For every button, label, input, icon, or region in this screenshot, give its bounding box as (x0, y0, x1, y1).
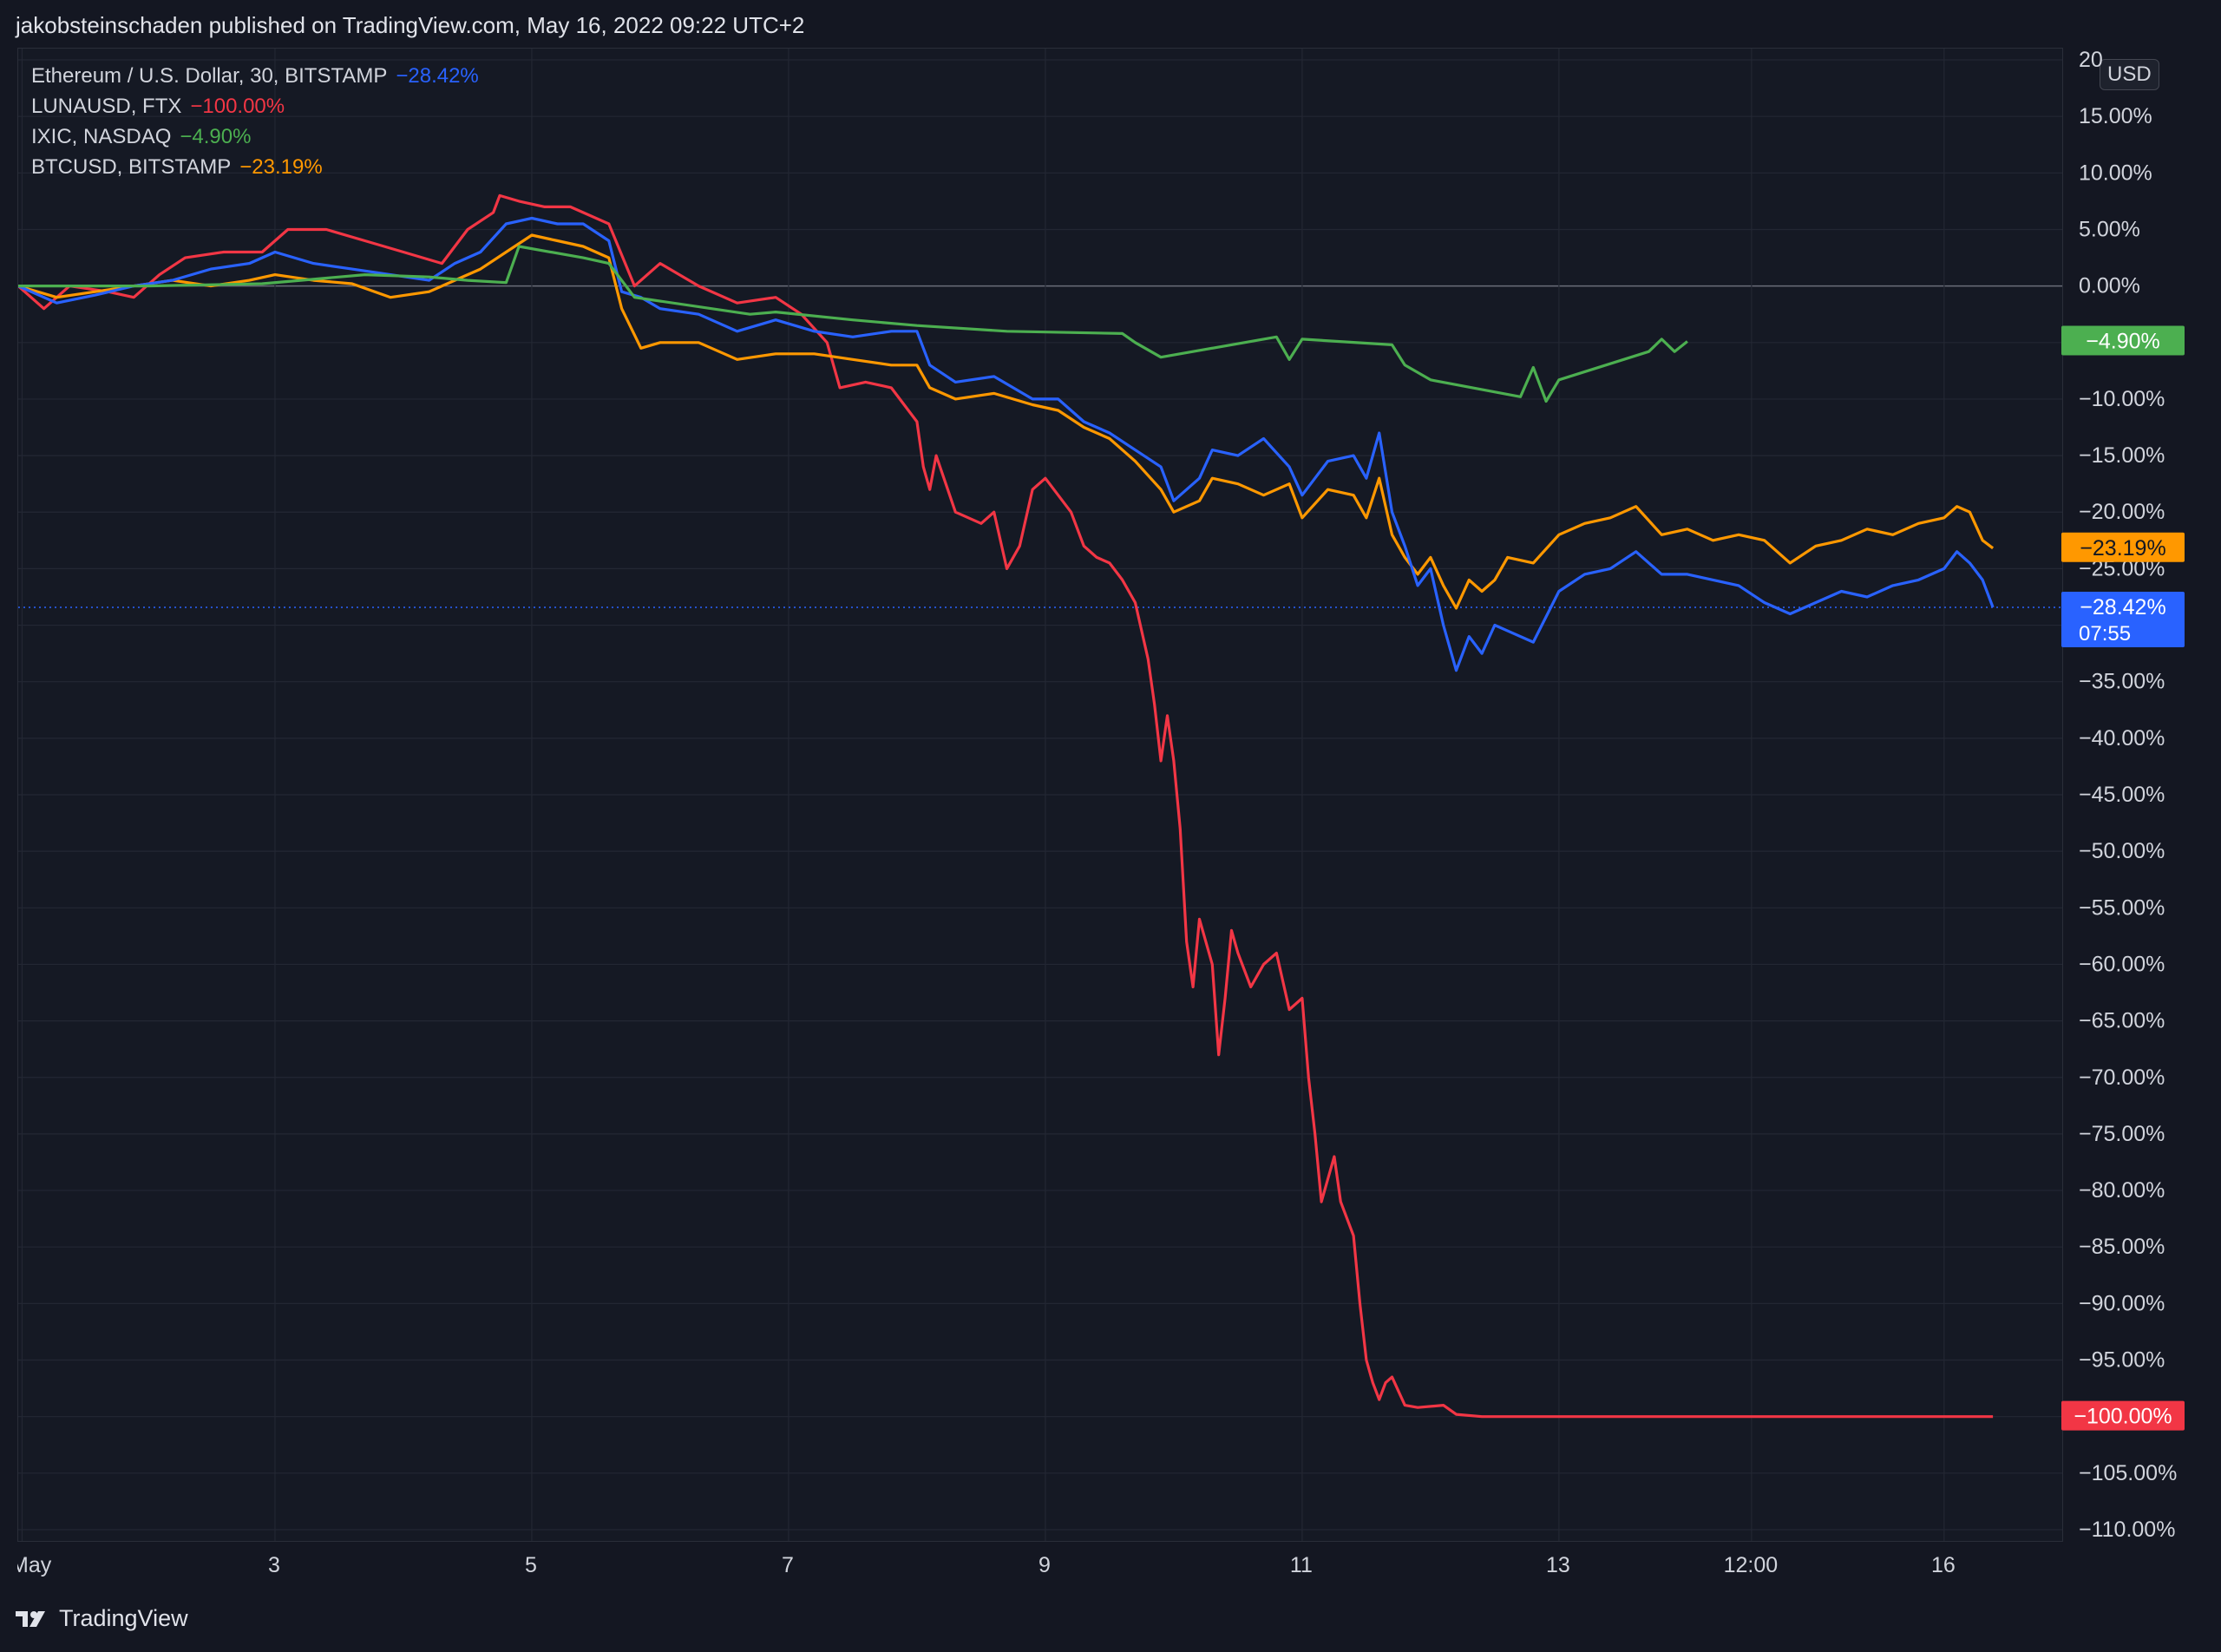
price-tick-label: −95.00% (2079, 1348, 2165, 1373)
chart-plot[interactable] (18, 49, 2062, 1541)
price-tick-label: −70.00% (2079, 1065, 2165, 1090)
grid-lines (18, 49, 2062, 1541)
currency-button[interactable]: USD (2100, 59, 2159, 90)
price-tick-label: −110.00% (2079, 1518, 2175, 1540)
price-tick-label: −85.00% (2079, 1235, 2165, 1259)
price-tick-label: −55.00% (2079, 895, 2165, 920)
time-tick-label: May (17, 1553, 52, 1577)
price-tick-label: −35.00% (2079, 670, 2165, 694)
legend-series-change: −100.00% (190, 95, 285, 118)
series-line[interactable] (18, 193, 1994, 1419)
legend-entry[interactable]: LUNAUSD, FTX −100.00% (31, 91, 479, 121)
last-value-badge-text: −100.00% (2074, 1405, 2172, 1429)
price-tick-label: 15.00% (2079, 104, 2152, 128)
chart-area[interactable] (17, 48, 2063, 1542)
time-tick-label: 7 (782, 1553, 794, 1577)
price-tick-label: 0.00% (2079, 274, 2140, 298)
last-value-badge (2061, 325, 2185, 356)
time-axis[interactable]: May 3 5 7 9 11 13 12:00 16 (17, 1541, 2061, 1586)
price-tick-label: −40.00% (2079, 726, 2165, 751)
price-axis-ticks: 2015.00%10.00%5.00%0.00%−5.00%−10.00%−15… (2079, 48, 2177, 1540)
price-tick-label: −10.00% (2079, 387, 2165, 411)
price-axis[interactable]: 2015.00%10.00%5.00%0.00%−5.00%−10.00%−15… (2061, 48, 2221, 1540)
legend-entry[interactable]: Ethereum / U.S. Dollar, 30, BITSTAMP −28.… (31, 61, 479, 91)
last-value-badge (2061, 591, 2185, 647)
series-line[interactable] (18, 245, 1688, 403)
legend-series-change: −28.42% (396, 64, 479, 88)
last-value-badge-text: −4.90% (2086, 329, 2160, 353)
last-value-badge-text: −23.19% (2080, 536, 2165, 560)
footer: TradingView (16, 1605, 188, 1632)
eth-countdown: 07:55 (2079, 622, 2131, 646)
last-value-badges: −100.00% −23.19% −28.42%07:55 −4.90% (2061, 325, 2185, 1431)
price-tick-label: 20 (2079, 48, 2103, 72)
footer-brand: TradingView (59, 1605, 188, 1631)
price-tick-label: 10.00% (2079, 161, 2152, 185)
legend-entry[interactable]: BTCUSD, BITSTAMP −23.19% (31, 152, 479, 182)
legend-entry[interactable]: IXIC, NASDAQ −4.90% (31, 121, 479, 152)
legend-series-name: LUNAUSD, FTX (31, 95, 182, 118)
price-tick-label: −20.00% (2079, 500, 2165, 524)
legend-series-change: −4.90% (180, 125, 252, 148)
price-tick-label: 5.00% (2079, 217, 2140, 241)
price-tick-label: −60.00% (2079, 952, 2165, 976)
time-tick-label: 5 (525, 1553, 537, 1577)
time-tick-label: 12:00 (1724, 1553, 1779, 1577)
series-lines (18, 193, 1995, 1419)
time-tick-label: 16 (1931, 1553, 1956, 1577)
price-tick-label: −50.00% (2079, 839, 2165, 863)
legend-series-name: BTCUSD, BITSTAMP (31, 155, 232, 179)
price-tick-label: −90.00% (2079, 1291, 2165, 1315)
legend-series-change: −23.19% (239, 155, 323, 179)
legend-series-name: IXIC, NASDAQ (31, 125, 172, 148)
price-tick-label: −105.00% (2079, 1461, 2177, 1485)
tradingview-logo-icon (16, 1610, 45, 1627)
time-axis-ticks: May 3 5 7 9 11 13 12:00 16 (17, 1553, 1956, 1577)
time-tick-label: 13 (1546, 1553, 1570, 1577)
published-header: jakobsteinschaden published on TradingVi… (16, 12, 805, 38)
price-tick-label: −15.00% (2079, 443, 2165, 468)
series-line[interactable] (18, 233, 1995, 610)
series-line[interactable] (18, 216, 1995, 672)
price-tick-label: −65.00% (2079, 1009, 2165, 1033)
price-tick-label: −45.00% (2079, 783, 2165, 807)
legend-series-name: Ethereum / U.S. Dollar, 30, BITSTAMP (31, 64, 388, 88)
time-tick-label: 9 (1038, 1553, 1051, 1577)
last-value-badge-text: −28.42% (2080, 595, 2165, 620)
time-tick-label: 3 (268, 1553, 280, 1577)
legend: Ethereum / U.S. Dollar, 30, BITSTAMP −28.… (31, 61, 479, 182)
time-tick-label: 11 (1290, 1553, 1313, 1577)
price-tick-label: −75.00% (2079, 1122, 2165, 1146)
last-value-badge (2061, 1400, 2185, 1431)
last-value-badge (2061, 532, 2185, 562)
price-tick-label: −80.00% (2079, 1178, 2165, 1203)
